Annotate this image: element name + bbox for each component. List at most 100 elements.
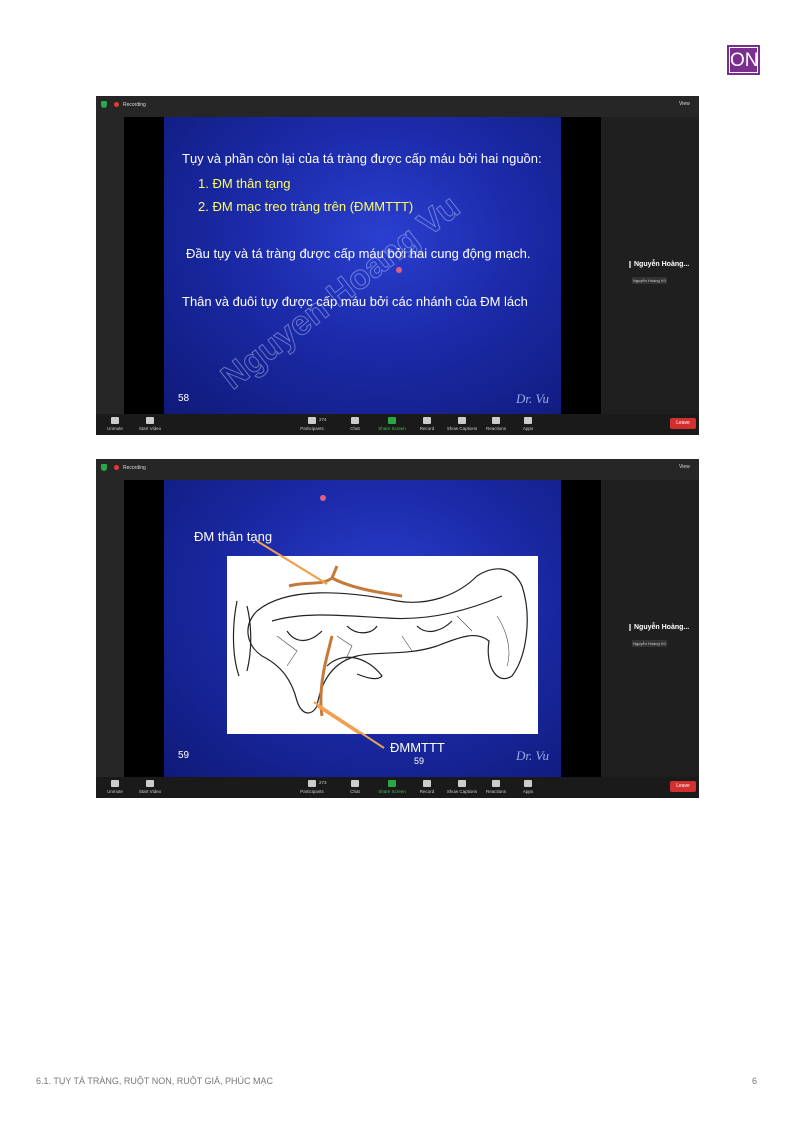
toolbar-button[interactable]: Apps [508, 414, 548, 431]
button-icon [524, 780, 532, 787]
button-icon [111, 780, 119, 787]
slide-line: 1. ĐM thân tạng [198, 176, 291, 191]
view-label[interactable]: View [679, 464, 690, 470]
slide-label: ĐMMTTT [390, 740, 445, 755]
button-label: Start Video [138, 426, 162, 431]
toolbar-button[interactable]: Reactions [476, 777, 516, 794]
shield-icon [101, 101, 107, 108]
toolbar: Unmute Start Video Participants 274 Chat Shar… [96, 414, 699, 435]
button-label: Share Screen [378, 789, 406, 794]
slide-small-number: 59 [414, 756, 425, 766]
button-icon [388, 417, 396, 424]
button-label: Unmute [107, 789, 123, 794]
recording-label: Recording [123, 102, 146, 108]
slide-line: 2. ĐM mạc treo tràng trên (ĐMMTTT) [198, 199, 414, 214]
leave-button[interactable]: Leave [670, 418, 696, 429]
button-label: Participants [300, 789, 324, 794]
participant-sub: Nguyễn Hoàng Vũ [632, 640, 667, 647]
toolbar-button[interactable]: Chat [335, 777, 375, 794]
participant-name[interactable]: Nguyễn Hoàng... [629, 261, 689, 268]
view-label[interactable]: View [679, 101, 690, 107]
pancreas-illustration [227, 556, 538, 734]
rec-dot [114, 102, 119, 107]
button-label: Record [419, 426, 435, 431]
participant-panel [601, 480, 699, 777]
participants-count: 273 [319, 780, 327, 785]
slide: Tụy và phần còn lại của tá tràng được cấ… [164, 117, 561, 414]
button-label: Unmute [107, 426, 123, 431]
slide: ĐM thân tạng ĐMMTTT [164, 480, 561, 777]
button-icon [351, 417, 359, 424]
toolbar-button[interactable]: Start Video [130, 414, 170, 431]
button-icon [388, 780, 396, 787]
toolbar-button[interactable]: Unmute [96, 777, 135, 794]
toolbar-button[interactable]: Record [407, 414, 447, 431]
participant-name[interactable]: Nguyễn Hoàng... [629, 624, 689, 631]
button-label: Chat [350, 426, 360, 431]
button-icon [423, 417, 431, 424]
button-icon [458, 780, 466, 787]
watermark: Nguyen Hoang Vu [214, 187, 468, 397]
toolbar-button[interactable]: Participants [292, 414, 332, 431]
toolbar-button[interactable]: Show Captions [442, 777, 482, 794]
button-icon [458, 417, 466, 424]
participants-count: 274 [319, 417, 327, 422]
toolbar-button[interactable]: Apps [508, 777, 548, 794]
slide-number: 58 [178, 393, 190, 404]
toolbar-button[interactable]: Reactions [476, 414, 516, 431]
button-label: Apps [522, 789, 534, 794]
top-bar: Recording View [96, 96, 699, 116]
leader-line [256, 540, 328, 585]
button-icon [492, 417, 500, 424]
button-label: Show Captions [446, 426, 478, 431]
button-label: Reactions [485, 789, 506, 794]
shield-icon [101, 464, 107, 471]
toolbar-button[interactable]: Participants [292, 777, 332, 794]
toolbar-button[interactable]: Share Screen [372, 414, 412, 431]
button-label: Apps [522, 426, 534, 431]
button-icon [146, 780, 154, 787]
toolbar-button[interactable]: Chat [335, 414, 375, 431]
footer-page: 6 [752, 1076, 758, 1086]
slide-number: 59 [178, 750, 190, 761]
button-icon [423, 780, 431, 787]
toolbar-button[interactable]: Share Screen [372, 777, 412, 794]
recording-label: Recording [123, 465, 146, 471]
button-label: Start Video [138, 789, 162, 794]
button-icon [308, 780, 316, 787]
pointer-dot [396, 267, 402, 273]
button-label: Record [419, 789, 435, 794]
button-icon [492, 780, 500, 787]
badge-text: ON [729, 47, 759, 73]
button-icon [351, 780, 359, 787]
top-bar: Recording View [96, 459, 699, 479]
participant-sub: Nguyễn Hoàng Vũ [632, 277, 667, 284]
button-label: Chat [350, 789, 360, 794]
button-icon [308, 417, 316, 424]
zoom-screenshot: Recording View Tụy và phần còn lại của t… [96, 96, 699, 435]
badge: ON [727, 45, 760, 75]
toolbar-button[interactable]: Show Captions [442, 414, 482, 431]
leave-button[interactable]: Leave [670, 781, 696, 792]
participant-panel [601, 117, 699, 414]
toolbar-button[interactable]: Start Video [130, 777, 170, 794]
signature: Dr. Vu [516, 391, 549, 406]
leader-line [313, 701, 385, 749]
slide-line: Tụy và phần còn lại của tá tràng được cấ… [182, 151, 542, 166]
button-label: Reactions [485, 426, 506, 431]
slide-label: ĐM thân tạng [194, 529, 273, 544]
toolbar: Unmute Start Video Participants 273 Chat Shar… [96, 777, 699, 798]
slide-line: Thân và đuôi tụy được cấp máu bởi các nh… [182, 294, 528, 309]
button-label: Participants [300, 426, 324, 431]
toolbar-button[interactable]: Unmute [96, 414, 135, 431]
button-icon [111, 417, 119, 424]
pointer-dot [320, 495, 326, 501]
zoom-screenshot: Recording View ĐM thân tạng [96, 459, 699, 798]
button-icon [146, 417, 154, 424]
toolbar-button[interactable]: Record [407, 777, 447, 794]
button-label: Show Captions [446, 789, 478, 794]
button-icon [524, 417, 532, 424]
signature: Dr. Vu [516, 748, 549, 763]
rec-dot [114, 465, 119, 470]
